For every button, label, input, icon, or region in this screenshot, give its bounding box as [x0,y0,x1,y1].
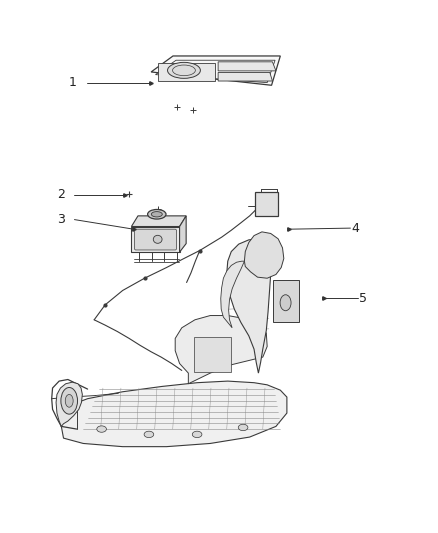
Polygon shape [56,382,82,426]
Ellipse shape [61,387,78,414]
Polygon shape [244,232,284,278]
Text: 1: 1 [69,76,77,89]
Polygon shape [227,239,272,373]
FancyBboxPatch shape [273,280,299,322]
Ellipse shape [152,212,162,217]
Ellipse shape [280,295,291,311]
Ellipse shape [153,235,162,243]
Polygon shape [158,63,215,81]
Ellipse shape [192,431,202,438]
Ellipse shape [65,394,73,407]
Ellipse shape [148,209,166,219]
FancyBboxPatch shape [194,337,231,372]
Polygon shape [61,381,287,447]
Text: 4: 4 [351,222,359,235]
Text: 5: 5 [359,292,367,305]
Polygon shape [221,261,244,328]
Ellipse shape [97,426,106,432]
Polygon shape [180,216,186,252]
FancyBboxPatch shape [134,229,177,250]
FancyBboxPatch shape [255,192,278,216]
Ellipse shape [238,424,248,431]
Text: 2: 2 [57,188,65,201]
Polygon shape [131,216,186,227]
Ellipse shape [144,431,154,438]
Polygon shape [218,72,272,81]
Polygon shape [175,316,267,384]
Polygon shape [218,62,276,71]
Polygon shape [131,227,180,252]
Text: 3: 3 [57,213,65,226]
Ellipse shape [167,62,200,78]
Polygon shape [151,56,280,85]
